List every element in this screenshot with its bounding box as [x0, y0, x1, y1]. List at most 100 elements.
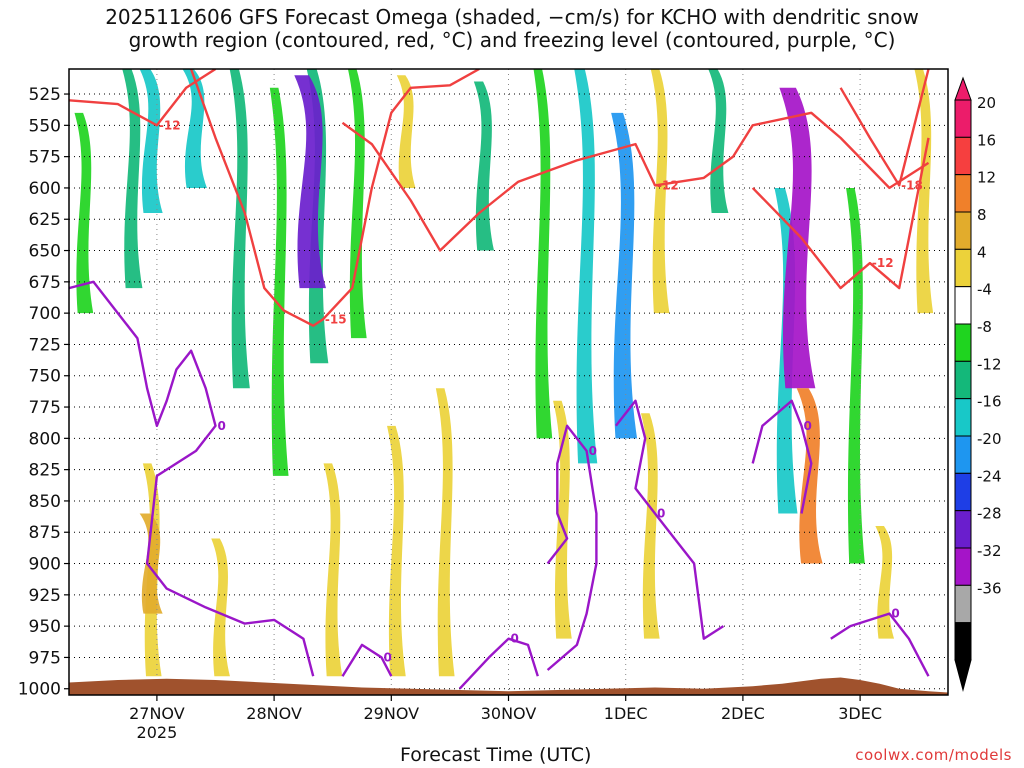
colorbar-label: -36: [977, 579, 1002, 597]
y-tick-label: 975: [29, 648, 61, 668]
x-tick-label: 3DEC: [838, 704, 882, 723]
y-tick-label: 550: [29, 116, 61, 136]
dgz-contour-label: -12: [872, 256, 894, 270]
y-tick-label: 825: [29, 461, 61, 481]
colorbar-swatch: [954, 211, 972, 250]
omega-shade-region: [640, 413, 660, 639]
colorbar-swatch: [954, 472, 972, 512]
omega-shade-region: [323, 463, 343, 677]
colorbar-swatch: [954, 360, 972, 400]
dgz-contour: [189, 69, 480, 327]
colorbar-label: -20: [977, 430, 1002, 448]
colorbar-swatch: [954, 323, 972, 362]
omega-shade-region: [122, 69, 143, 289]
x-tick-label: 29NOV: [364, 704, 420, 723]
colorbar-label: 12: [977, 169, 996, 187]
colorbar-swatch: [954, 622, 972, 661]
omega-shade-region: [396, 75, 416, 188]
dgz-contour-label: -15: [325, 312, 347, 326]
x-tick-label: 2DEC: [721, 704, 765, 723]
y-tick-label: 775: [29, 398, 61, 418]
freezing-level-contour: [546, 424, 598, 671]
colorbar-label: -8: [977, 318, 992, 336]
y-tick-label: 750: [29, 367, 61, 387]
freezing-level-contour: [614, 399, 725, 640]
freezing-level-contour-label: 0: [891, 607, 899, 621]
freezing-level-contour-label: 0: [511, 632, 519, 646]
omega-shade-region: [875, 525, 895, 639]
freezing-level-contour-label: 0: [804, 419, 812, 433]
y-tick-label: 650: [29, 242, 61, 262]
colorbar-swatch: [954, 435, 972, 474]
freezing-level-contour: [69, 280, 315, 677]
omega-shade-region: [473, 81, 495, 251]
freezing-level-contour: [458, 637, 539, 690]
x-tick-label: 30NOV: [481, 704, 537, 723]
colorbar-swatch: [954, 584, 972, 624]
colorbar-label: -4: [977, 281, 992, 299]
colorbar-swatch: [954, 136, 972, 176]
x-tick-sublabel: 2025: [137, 723, 178, 742]
freezing-level-contour-label: 0: [218, 419, 226, 433]
y-tick-label: 1000: [18, 680, 61, 700]
credit-link[interactable]: coolwx.com/models: [855, 746, 1012, 764]
colorbar-label: -32: [977, 542, 1002, 560]
freezing-level-contour-label: 0: [589, 444, 597, 458]
y-tick-label: 625: [29, 210, 61, 230]
freezing-level-contour: [830, 612, 930, 677]
freezing-level-contour-label: 0: [384, 650, 392, 664]
omega-shade-region: [229, 69, 250, 389]
x-tick-label: 1DEC: [604, 704, 648, 723]
colorbar-label: 16: [977, 131, 996, 149]
colorbar-swatch: [954, 248, 972, 288]
y-tick-label: 525: [29, 85, 61, 105]
dgz-contour-label: -12: [657, 178, 679, 192]
colorbar-label: -28: [977, 505, 1002, 523]
omega-shade-region: [914, 69, 934, 314]
freezing-level-contour: [751, 399, 813, 514]
colorbar-label: 4: [977, 243, 987, 261]
colorbar-label: 8: [977, 206, 987, 224]
omega-shade-region: [708, 69, 729, 213]
colorbar-label: 20: [977, 94, 996, 112]
omega-shade-region: [139, 513, 163, 614]
y-tick-label: 800: [29, 429, 61, 449]
dgz-contour-label: -12: [159, 118, 181, 132]
omega-shade-region: [435, 388, 455, 677]
y-tick-label: 575: [29, 148, 61, 168]
y-tick-label: 850: [29, 492, 61, 512]
omega-shade-region: [650, 69, 670, 314]
y-tick-label: 950: [29, 617, 61, 637]
y-tick-label: 725: [29, 335, 61, 355]
colorbar-swatch: [954, 398, 972, 437]
omega-shade-region: [553, 400, 572, 639]
omega-shade-region: [74, 112, 94, 314]
colorbar-swatch: [954, 547, 972, 586]
y-tick-label: 675: [29, 273, 61, 293]
omega-shade-region: [779, 87, 816, 389]
colorbar-label: -12: [977, 355, 1002, 373]
y-tick-label: 900: [29, 555, 61, 575]
x-axis-label: Forecast Time (UTC): [400, 744, 592, 766]
terrain-fill: [69, 677, 948, 695]
colorbar-label: -24: [977, 467, 1002, 485]
omega-shade-region: [294, 75, 326, 289]
omega-shade-region: [211, 538, 230, 677]
dgz-contour: [751, 137, 930, 290]
y-tick-label: 875: [29, 523, 61, 543]
colorbar-swatch: [954, 174, 972, 213]
chart-title: 2025112606 GFS Forecast Omega (shaded, −…: [105, 5, 919, 52]
colorbar-swatch: [954, 286, 972, 325]
colorbar-swatch: [954, 99, 972, 138]
colorbar-label: -16: [977, 393, 1002, 411]
dgz-contour: [839, 69, 930, 187]
x-tick-label: 27NOV: [129, 704, 185, 723]
omega-shade-region: [574, 69, 598, 464]
freezing-level-contour-label: 0: [657, 506, 665, 520]
omega-shade-region: [387, 425, 406, 677]
x-tick-label: 28NOV: [246, 704, 302, 723]
omega-shade-region: [611, 112, 638, 439]
colorbar-swatch: [954, 510, 972, 549]
